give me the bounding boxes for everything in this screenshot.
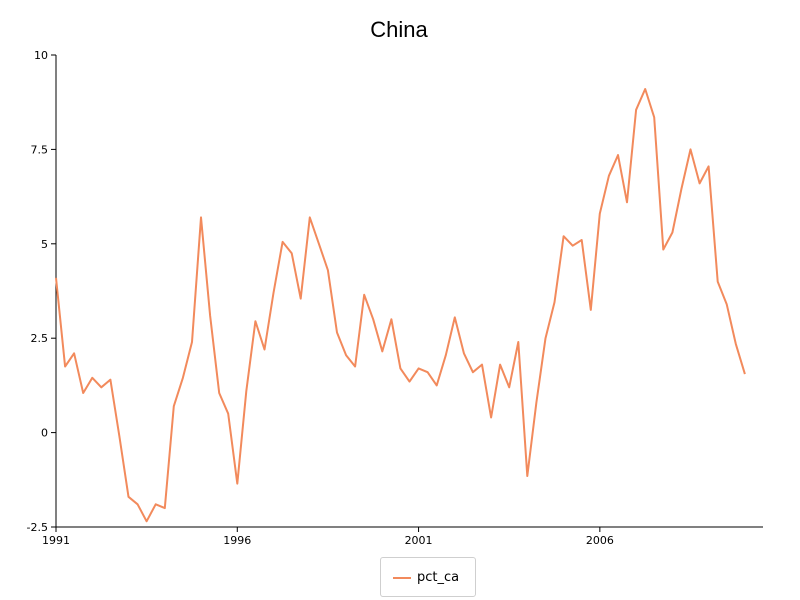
x-tick-label: 2001: [405, 534, 433, 547]
y-tick-label: 7.5: [31, 143, 49, 156]
series-line-pct-ca: [55, 88, 746, 523]
y-tick-label: 2.5: [31, 332, 49, 345]
legend-swatch-pct-ca: [393, 577, 411, 579]
y-tick-label: 0: [41, 427, 48, 440]
y-tick-label: 5: [41, 238, 48, 251]
y-tick-label: 10: [34, 49, 48, 62]
x-axis: 1991 1996 2001 2006: [42, 526, 763, 547]
legend: pct_ca: [380, 557, 476, 597]
chart-title: China: [370, 17, 428, 42]
y-tick-label: -2.5: [27, 521, 48, 534]
legend-label-pct-ca: pct_ca: [417, 570, 460, 585]
y-axis: -2.5 0 2.5 5 7.5 10: [27, 49, 57, 534]
x-tick-label: 2006: [586, 534, 614, 547]
x-tick-label: 1991: [42, 534, 70, 547]
plot-area: [55, 88, 746, 523]
x-tick-label: 1996: [223, 534, 251, 547]
